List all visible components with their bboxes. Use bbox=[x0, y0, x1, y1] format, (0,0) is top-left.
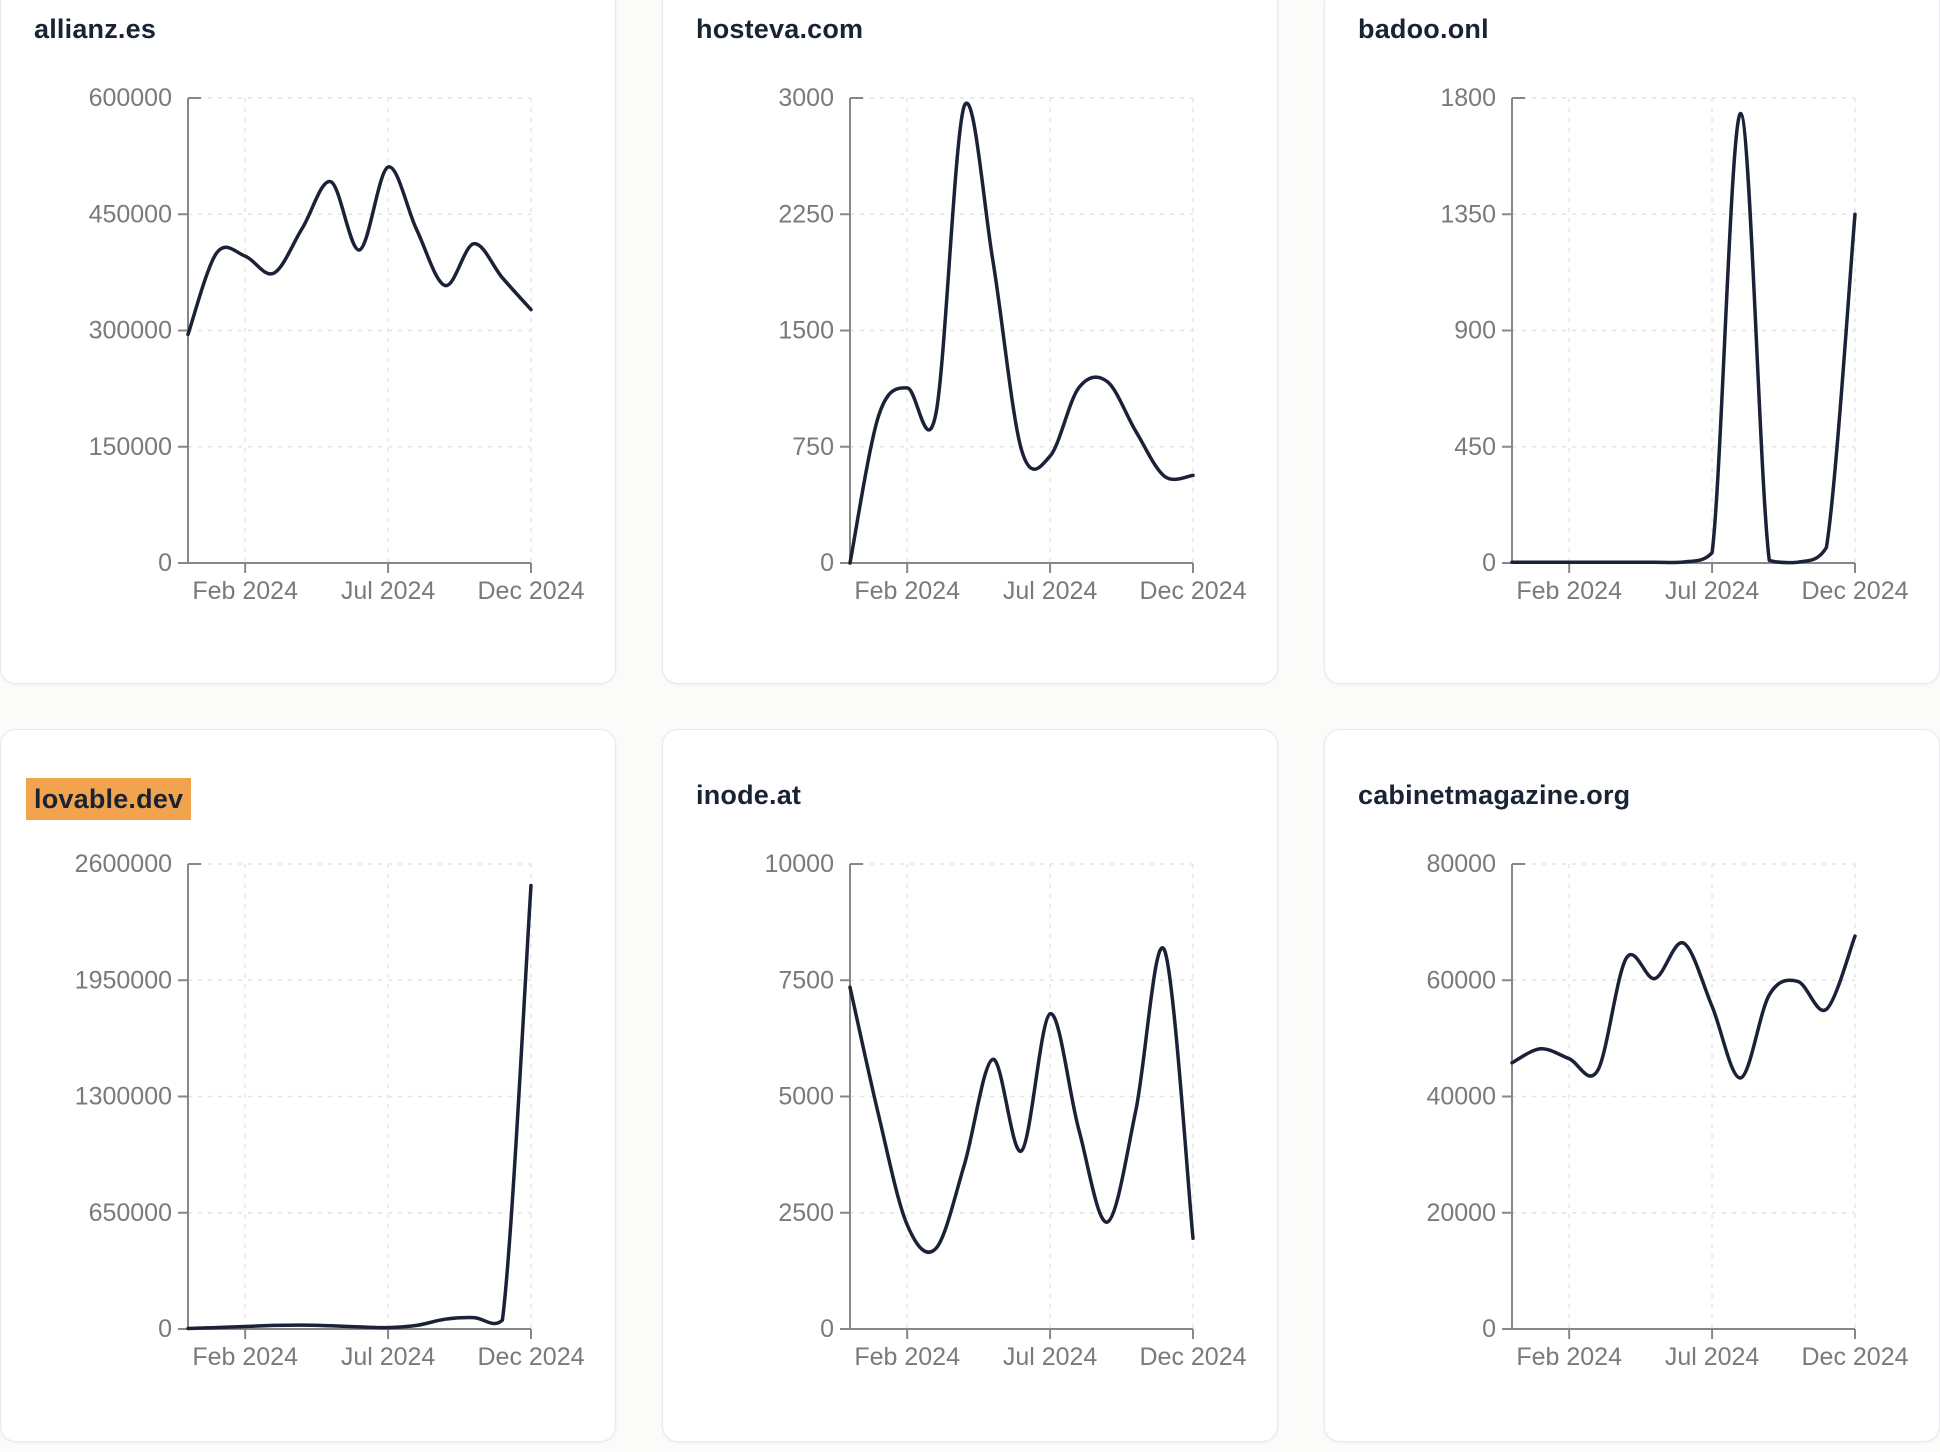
svg-text:1500: 1500 bbox=[778, 317, 834, 345]
svg-text:Dec 2024: Dec 2024 bbox=[477, 1343, 584, 1371]
svg-text:Feb 2024: Feb 2024 bbox=[1516, 577, 1622, 605]
svg-text:Feb 2024: Feb 2024 bbox=[854, 1343, 960, 1371]
chart-title: inode.at bbox=[696, 780, 802, 810]
line-chart: 0 20000 40000 60000 80000 Feb 2024 Jul 2024 Dec… bbox=[1426, 850, 1908, 1371]
svg-text:900: 900 bbox=[1454, 317, 1496, 345]
svg-text:Jul 2024: Jul 2024 bbox=[1003, 577, 1098, 605]
svg-text:300000: 300000 bbox=[89, 317, 172, 345]
svg-text:Dec 2024: Dec 2024 bbox=[477, 577, 584, 605]
svg-text:7500: 7500 bbox=[778, 966, 834, 994]
svg-text:0: 0 bbox=[1482, 549, 1496, 577]
svg-text:80000: 80000 bbox=[1426, 850, 1496, 878]
svg-text:650000: 650000 bbox=[89, 1199, 172, 1227]
svg-text:2250: 2250 bbox=[778, 200, 834, 228]
svg-text:Feb 2024: Feb 2024 bbox=[192, 577, 298, 605]
svg-text:450000: 450000 bbox=[89, 200, 172, 228]
svg-text:3000: 3000 bbox=[778, 84, 834, 112]
svg-text:Jul 2024: Jul 2024 bbox=[1665, 1343, 1760, 1371]
svg-text:750: 750 bbox=[792, 433, 834, 461]
svg-text:450: 450 bbox=[1454, 433, 1496, 461]
chart-card: inode.at 0 2500 5000 7500 10000 Feb 2024 Jul 2… bbox=[662, 729, 1278, 1442]
svg-text:0: 0 bbox=[1482, 1315, 1496, 1343]
svg-text:0: 0 bbox=[820, 1315, 834, 1343]
line-chart: 0 650000 1300000 1950000 2600000 Feb 2024 Jul … bbox=[75, 850, 585, 1371]
chart-card: cabinetmagazine.org 0 20000 40000 60000 8000… bbox=[1324, 729, 1940, 1442]
svg-text:2500: 2500 bbox=[778, 1199, 834, 1227]
svg-text:0: 0 bbox=[820, 549, 834, 577]
chart-title: hosteva.com bbox=[696, 14, 864, 44]
svg-text:0: 0 bbox=[158, 1315, 172, 1343]
svg-text:20000: 20000 bbox=[1426, 1199, 1496, 1227]
line-chart: 0 2500 5000 7500 10000 Feb 2024 Jul 2024 Dec 20… bbox=[764, 850, 1246, 1371]
svg-text:1300000: 1300000 bbox=[75, 1083, 172, 1111]
svg-text:Jul 2024: Jul 2024 bbox=[1003, 1343, 1098, 1371]
line-chart: 0 150000 300000 450000 600000 Feb 2024 Jul 202… bbox=[89, 84, 585, 605]
svg-text:Dec 2024: Dec 2024 bbox=[1139, 577, 1246, 605]
svg-text:0: 0 bbox=[158, 549, 172, 577]
svg-text:Dec 2024: Dec 2024 bbox=[1801, 577, 1908, 605]
svg-text:60000: 60000 bbox=[1426, 966, 1496, 994]
svg-text:40000: 40000 bbox=[1426, 1083, 1496, 1111]
svg-text:600000: 600000 bbox=[89, 84, 172, 112]
svg-text:Jul 2024: Jul 2024 bbox=[341, 577, 436, 605]
svg-text:2600000: 2600000 bbox=[75, 850, 172, 878]
line-chart: 0 750 1500 2250 3000 Feb 2024 Jul 2024 Dec 2024 bbox=[778, 84, 1246, 605]
chart-title: allianz.es bbox=[34, 14, 157, 44]
svg-text:Feb 2024: Feb 2024 bbox=[854, 577, 960, 605]
svg-text:1950000: 1950000 bbox=[75, 966, 172, 994]
svg-text:1800: 1800 bbox=[1440, 84, 1496, 112]
svg-text:5000: 5000 bbox=[778, 1083, 834, 1111]
svg-text:Feb 2024: Feb 2024 bbox=[192, 1343, 298, 1371]
chart-card: allianz.es 0 150000 300000 450000 600000 Feb … bbox=[0, 0, 616, 684]
chart-card: badoo.onl 0 450 900 1350 1800 Feb 2024 Jul 202… bbox=[1324, 0, 1940, 684]
svg-text:Feb 2024: Feb 2024 bbox=[1516, 1343, 1622, 1371]
svg-text:Dec 2024: Dec 2024 bbox=[1801, 1343, 1908, 1371]
svg-text:10000: 10000 bbox=[764, 850, 834, 878]
chart-title: cabinetmagazine.org bbox=[1358, 780, 1631, 810]
chart-card: lovable.dev 0 650000 1300000 1950000 2600000… bbox=[0, 729, 616, 1442]
svg-text:Jul 2024: Jul 2024 bbox=[341, 1343, 436, 1371]
line-chart: 0 450 900 1350 1800 Feb 2024 Jul 2024 Dec 2024 bbox=[1440, 84, 1908, 605]
svg-text:150000: 150000 bbox=[89, 433, 172, 461]
svg-text:Jul 2024: Jul 2024 bbox=[1665, 577, 1760, 605]
svg-text:Dec 2024: Dec 2024 bbox=[1139, 1343, 1246, 1371]
chart-title: badoo.onl bbox=[1358, 14, 1489, 44]
svg-text:1350: 1350 bbox=[1440, 200, 1496, 228]
chart-title: lovable.dev bbox=[26, 778, 192, 820]
chart-card: hosteva.com 0 750 1500 2250 3000 Feb 2024 Jul … bbox=[662, 0, 1278, 684]
